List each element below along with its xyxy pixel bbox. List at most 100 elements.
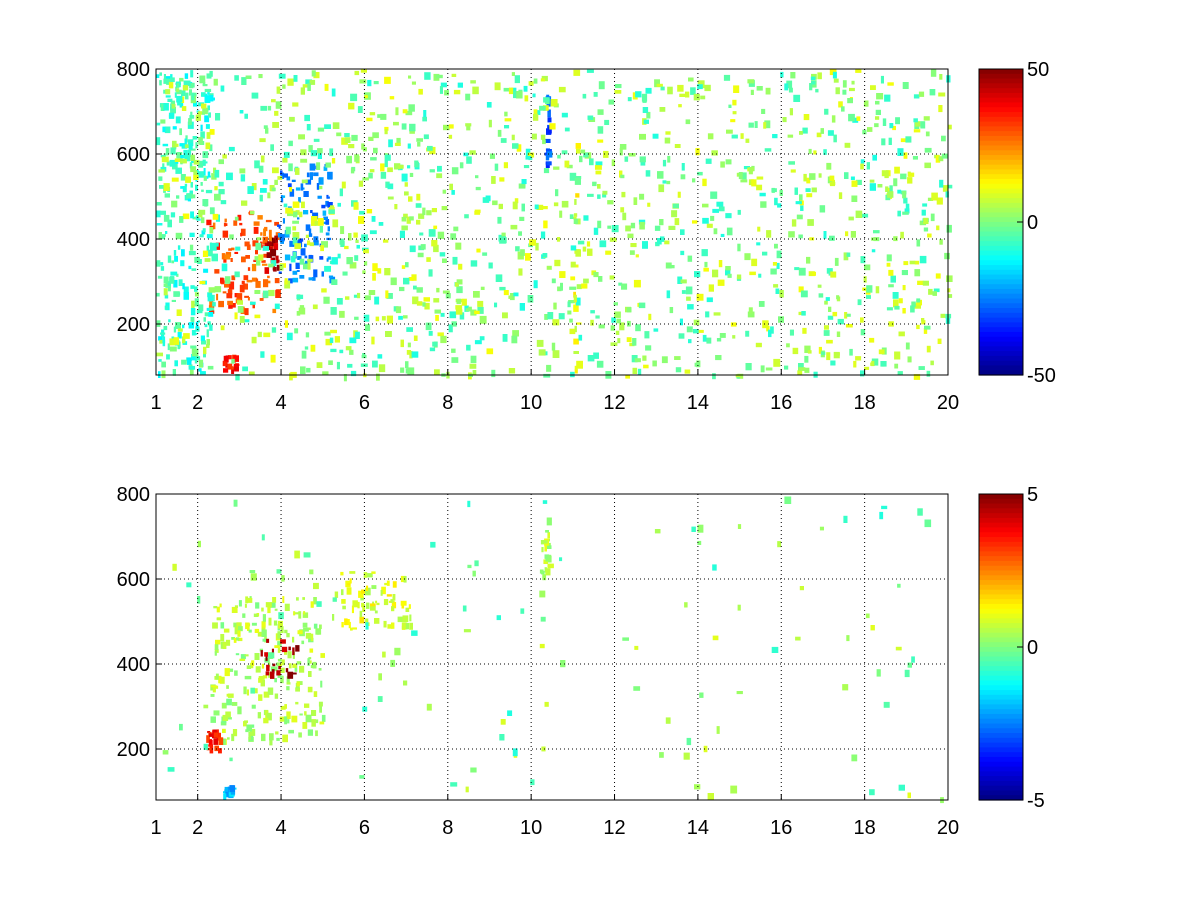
heatmap-cell	[193, 170, 198, 175]
heatmap-cell	[350, 168, 355, 174]
heatmap-cell	[298, 611, 302, 619]
heatmap-cell	[299, 665, 305, 673]
heatmap-cell	[611, 225, 619, 233]
heatmap-cell	[175, 232, 183, 240]
heatmap-cell	[369, 230, 377, 235]
heatmap-cell	[632, 338, 637, 346]
colorbar-step	[979, 723, 1023, 729]
heatmap-cell	[503, 290, 509, 296]
heatmap-cell	[532, 93, 536, 98]
heatmap-cell	[245, 255, 250, 259]
heatmap-cell	[936, 225, 940, 231]
heatmap-cell	[848, 216, 854, 221]
heatmap-cell	[247, 297, 250, 301]
heatmap-cell	[422, 207, 426, 216]
heatmap-cell	[837, 318, 844, 325]
heatmap-cell	[302, 622, 308, 628]
heatmap-cell	[561, 150, 568, 155]
heatmap-cell	[576, 322, 582, 325]
heatmap-cell	[228, 146, 235, 152]
heatmap-cell	[252, 302, 255, 309]
heatmap-cell	[732, 99, 737, 106]
heatmap-cell	[323, 221, 326, 225]
heatmap-cell	[723, 74, 731, 81]
heatmap-cell	[189, 162, 193, 169]
heatmap-cell	[222, 714, 229, 721]
heatmap-cell	[281, 575, 285, 582]
heatmap-cell	[582, 93, 587, 99]
heatmap-cell	[218, 181, 224, 187]
heatmap-cell	[190, 154, 196, 161]
heatmap-cell	[243, 721, 247, 727]
heatmap-cell	[467, 500, 471, 508]
heatmap-cell	[916, 299, 922, 306]
heatmap-cell	[692, 220, 698, 224]
heatmap-cell	[401, 225, 408, 231]
heatmap-cell	[257, 215, 263, 220]
heatmap-cell	[251, 336, 257, 344]
heatmap-cell	[403, 680, 408, 686]
heatmap-cell	[605, 250, 612, 255]
heatmap-cell	[258, 694, 263, 701]
heatmap-cell	[545, 154, 550, 161]
heatmap-cell	[225, 223, 228, 226]
heatmap-cell	[467, 564, 472, 569]
heatmap-cell	[662, 159, 667, 167]
heatmap-cell	[292, 663, 297, 668]
heatmap-cell	[552, 350, 560, 358]
heatmap-cell	[209, 144, 213, 152]
heatmap-cell	[327, 196, 330, 199]
heatmap-cell	[186, 193, 193, 199]
heatmap-cell	[696, 293, 704, 301]
heatmap-cell	[277, 631, 281, 639]
heatmap-cell	[162, 143, 169, 147]
x-tick-label: 4	[275, 392, 286, 414]
heatmap-cell	[250, 724, 255, 728]
heatmap-cell	[283, 203, 288, 208]
colorbar-step	[979, 694, 1023, 701]
heatmap-cell	[614, 84, 622, 89]
heatmap-cell	[309, 569, 314, 575]
heatmap-cell	[391, 606, 395, 612]
heatmap-cell	[249, 596, 252, 600]
colorbar-step	[979, 647, 1023, 653]
heatmap-cell	[680, 229, 685, 235]
heatmap-cell	[271, 187, 276, 192]
heatmap-cell	[249, 728, 256, 736]
heatmap-cell	[267, 241, 272, 246]
heatmap-cell	[669, 307, 674, 314]
heatmap-cell	[567, 310, 572, 315]
heatmap-cell	[832, 71, 837, 79]
heatmap-cell	[514, 75, 520, 84]
heatmap-cell	[534, 204, 539, 210]
heatmap-cell	[296, 681, 300, 687]
heatmap-cell	[203, 704, 209, 709]
heatmap-cell	[546, 265, 552, 270]
colorbar-step	[979, 293, 1023, 300]
heatmap-cell	[244, 675, 252, 680]
heatmap-cell	[179, 128, 182, 136]
heatmap-cell	[190, 285, 195, 289]
heatmap-cell	[261, 260, 266, 263]
heatmap-cell	[163, 103, 169, 111]
heatmap-cell	[713, 312, 721, 316]
colorbar-step	[979, 112, 1023, 118]
heatmap-cell	[400, 339, 404, 348]
heatmap-cell	[285, 207, 293, 214]
heatmap-cell	[437, 332, 444, 337]
heatmap-cell	[544, 138, 551, 143]
heatmap-cell	[163, 78, 170, 84]
heatmap-cell	[543, 168, 550, 174]
heatmap-cell	[817, 284, 822, 288]
heatmap-cell	[402, 615, 409, 623]
heatmap-cell	[228, 281, 235, 290]
heatmap-cell	[811, 187, 817, 193]
heatmap-cell	[706, 297, 713, 303]
heatmap-cell	[587, 248, 593, 256]
heatmap-cell	[323, 296, 330, 304]
heatmap-cell	[222, 230, 229, 238]
heatmap-cell	[776, 250, 782, 259]
heatmap-cell	[385, 290, 389, 299]
heatmap-cell	[196, 309, 203, 314]
heatmap-cell	[774, 197, 778, 206]
